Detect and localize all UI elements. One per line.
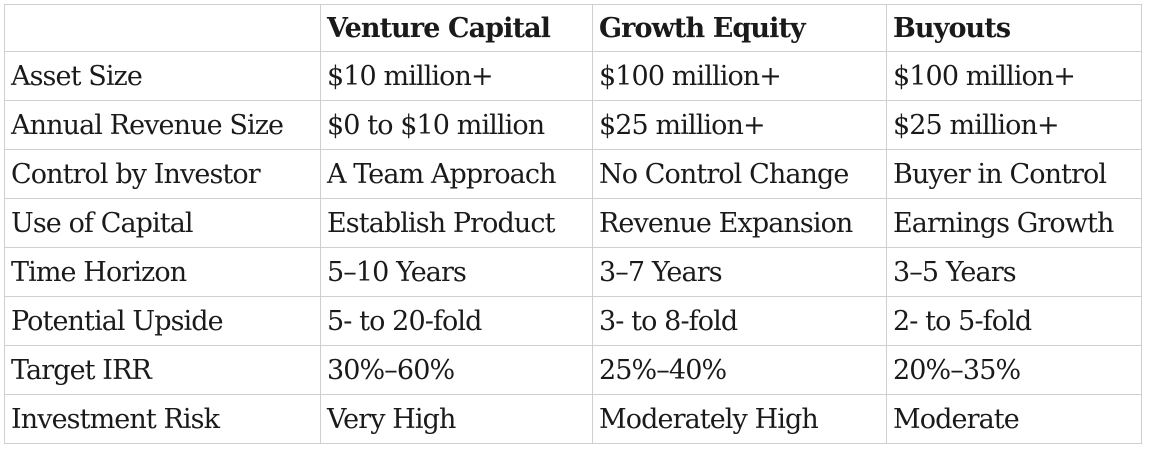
cell-venture-capital: 5–10 Years <box>320 247 593 297</box>
cell-buyouts: Earnings Growth <box>886 198 1142 248</box>
cell-buyouts: $100 million+ <box>886 51 1142 101</box>
header-growth-equity: Growth Equity <box>592 4 887 52</box>
row-label: Control by Investor <box>4 149 321 199</box>
table-header: Venture Capital Growth Equity Buyouts <box>4 4 1142 52</box>
cell-growth-equity: 3- to 8-fold <box>592 296 887 346</box>
cell-growth-equity: Revenue Expansion <box>592 198 887 248</box>
cell-venture-capital: $10 million+ <box>320 51 593 101</box>
table-row: Potential Upside 5- to 20-fold 3- to 8-f… <box>4 296 1142 346</box>
private-equity-comparison-table: Venture Capital Growth Equity Buyouts As… <box>4 4 1142 444</box>
cell-buyouts: $25 million+ <box>886 100 1142 150</box>
header-row: Venture Capital Growth Equity Buyouts <box>4 4 1142 52</box>
table-body: Asset Size $10 million+ $100 million+ $1… <box>4 51 1142 444</box>
cell-venture-capital: $0 to $10 million <box>320 100 593 150</box>
header-venture-capital: Venture Capital <box>320 4 593 52</box>
row-label: Use of Capital <box>4 198 321 248</box>
cell-buyouts: 2- to 5-fold <box>886 296 1142 346</box>
cell-venture-capital: 5- to 20-fold <box>320 296 593 346</box>
cell-growth-equity: No Control Change <box>592 149 887 199</box>
cell-growth-equity: 3–7 Years <box>592 247 887 297</box>
cell-buyouts: Moderate <box>886 394 1142 444</box>
row-label: Time Horizon <box>4 247 321 297</box>
header-buyouts: Buyouts <box>886 4 1142 52</box>
cell-venture-capital: Very High <box>320 394 593 444</box>
cell-growth-equity: $25 million+ <box>592 100 887 150</box>
table-row: Investment Risk Very High Moderately Hig… <box>4 394 1142 444</box>
table-row: Control by Investor A Team Approach No C… <box>4 149 1142 199</box>
cell-buyouts: 3–5 Years <box>886 247 1142 297</box>
table-row: Asset Size $10 million+ $100 million+ $1… <box>4 51 1142 101</box>
cell-growth-equity: Moderately High <box>592 394 887 444</box>
row-label: Investment Risk <box>4 394 321 444</box>
cell-venture-capital: A Team Approach <box>320 149 593 199</box>
cell-buyouts: Buyer in Control <box>886 149 1142 199</box>
row-label: Potential Upside <box>4 296 321 346</box>
row-label: Annual Revenue Size <box>4 100 321 150</box>
cell-growth-equity: 25%–40% <box>592 345 887 395</box>
cell-venture-capital: 30%–60% <box>320 345 593 395</box>
comparison-table-container: Venture Capital Growth Equity Buyouts As… <box>4 4 1142 444</box>
cell-venture-capital: Establish Product <box>320 198 593 248</box>
cell-growth-equity: $100 million+ <box>592 51 887 101</box>
row-label: Target IRR <box>4 345 321 395</box>
table-row: Time Horizon 5–10 Years 3–7 Years 3–5 Ye… <box>4 247 1142 297</box>
row-label: Asset Size <box>4 51 321 101</box>
header-cell-empty <box>4 4 321 52</box>
table-row: Target IRR 30%–60% 25%–40% 20%–35% <box>4 345 1142 395</box>
table-row: Annual Revenue Size $0 to $10 million $2… <box>4 100 1142 150</box>
cell-buyouts: 20%–35% <box>886 345 1142 395</box>
table-row: Use of Capital Establish Product Revenue… <box>4 198 1142 248</box>
